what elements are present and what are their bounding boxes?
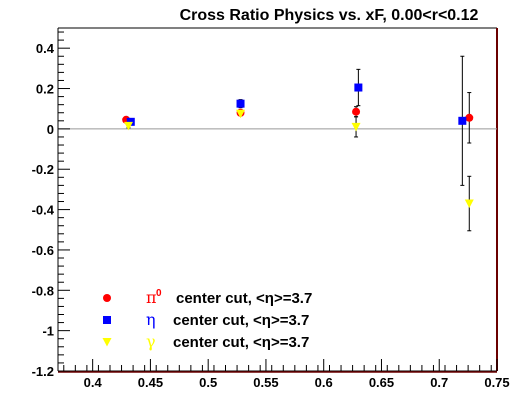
y-tick-label: 0.2 <box>36 82 54 97</box>
x-tick-label: 0.7 <box>430 375 448 390</box>
y-tick-label: 0.4 <box>36 41 55 56</box>
legend-symbol-1: π <box>146 288 157 307</box>
y-tick-label: -0.8 <box>32 283 54 298</box>
legend-symbol-3: γ <box>146 332 156 351</box>
data-point-series-1 <box>465 113 474 122</box>
x-tick-label: 0.5 <box>199 375 217 390</box>
legend-label-2: center cut, <η>=3.7 <box>173 312 309 329</box>
x-tick-label: 0.4 <box>84 375 103 390</box>
y-tick-label: -1 <box>42 324 54 339</box>
legend-symbol-superscript: 0 <box>156 288 162 299</box>
chart-title: Cross Ratio Physics vs. xF, 0.00<r<0.12 <box>180 7 479 24</box>
data-point-series-3 <box>351 122 361 132</box>
x-tick-label: 0.55 <box>253 375 278 390</box>
data-point-series-1 <box>352 107 361 116</box>
legend-label-3: center cut, <η>=3.7 <box>173 334 309 351</box>
data-point-series-3 <box>123 121 133 131</box>
y-tick-label: 0 <box>47 122 54 137</box>
data-point-series-3 <box>236 109 246 119</box>
legend-label-1: center cut, <η>=3.7 <box>176 290 312 307</box>
data-point-series-3 <box>464 199 474 209</box>
data-point-series-2 <box>458 116 467 125</box>
y-tick-label: -0.2 <box>32 162 54 177</box>
data-point-series-2 <box>126 117 135 126</box>
data-point-series-2 <box>354 83 363 92</box>
legend-marker-1 <box>103 294 111 302</box>
legend-marker-3 <box>102 338 112 347</box>
legend-marker-2 <box>103 316 111 324</box>
x-tick-label: 0.65 <box>369 375 394 390</box>
data-point-series-2 <box>236 99 245 108</box>
x-tick-label: 0.6 <box>315 375 333 390</box>
plot-area: 0.4 0.2 0 -0.2 -0.4 -0.6 -0.8 -1 -1.2 0.4 0.45 0.5 0… <box>32 27 510 390</box>
x-tick-label: 0.45 <box>138 375 163 390</box>
y-tick-label: -1.2 <box>32 364 54 379</box>
legend-symbol-2: η <box>146 310 156 329</box>
y-tick-label: -0.6 <box>32 243 54 258</box>
x-tick-label: 0.75 <box>484 375 509 390</box>
y-tick-label: -0.4 <box>32 203 55 218</box>
